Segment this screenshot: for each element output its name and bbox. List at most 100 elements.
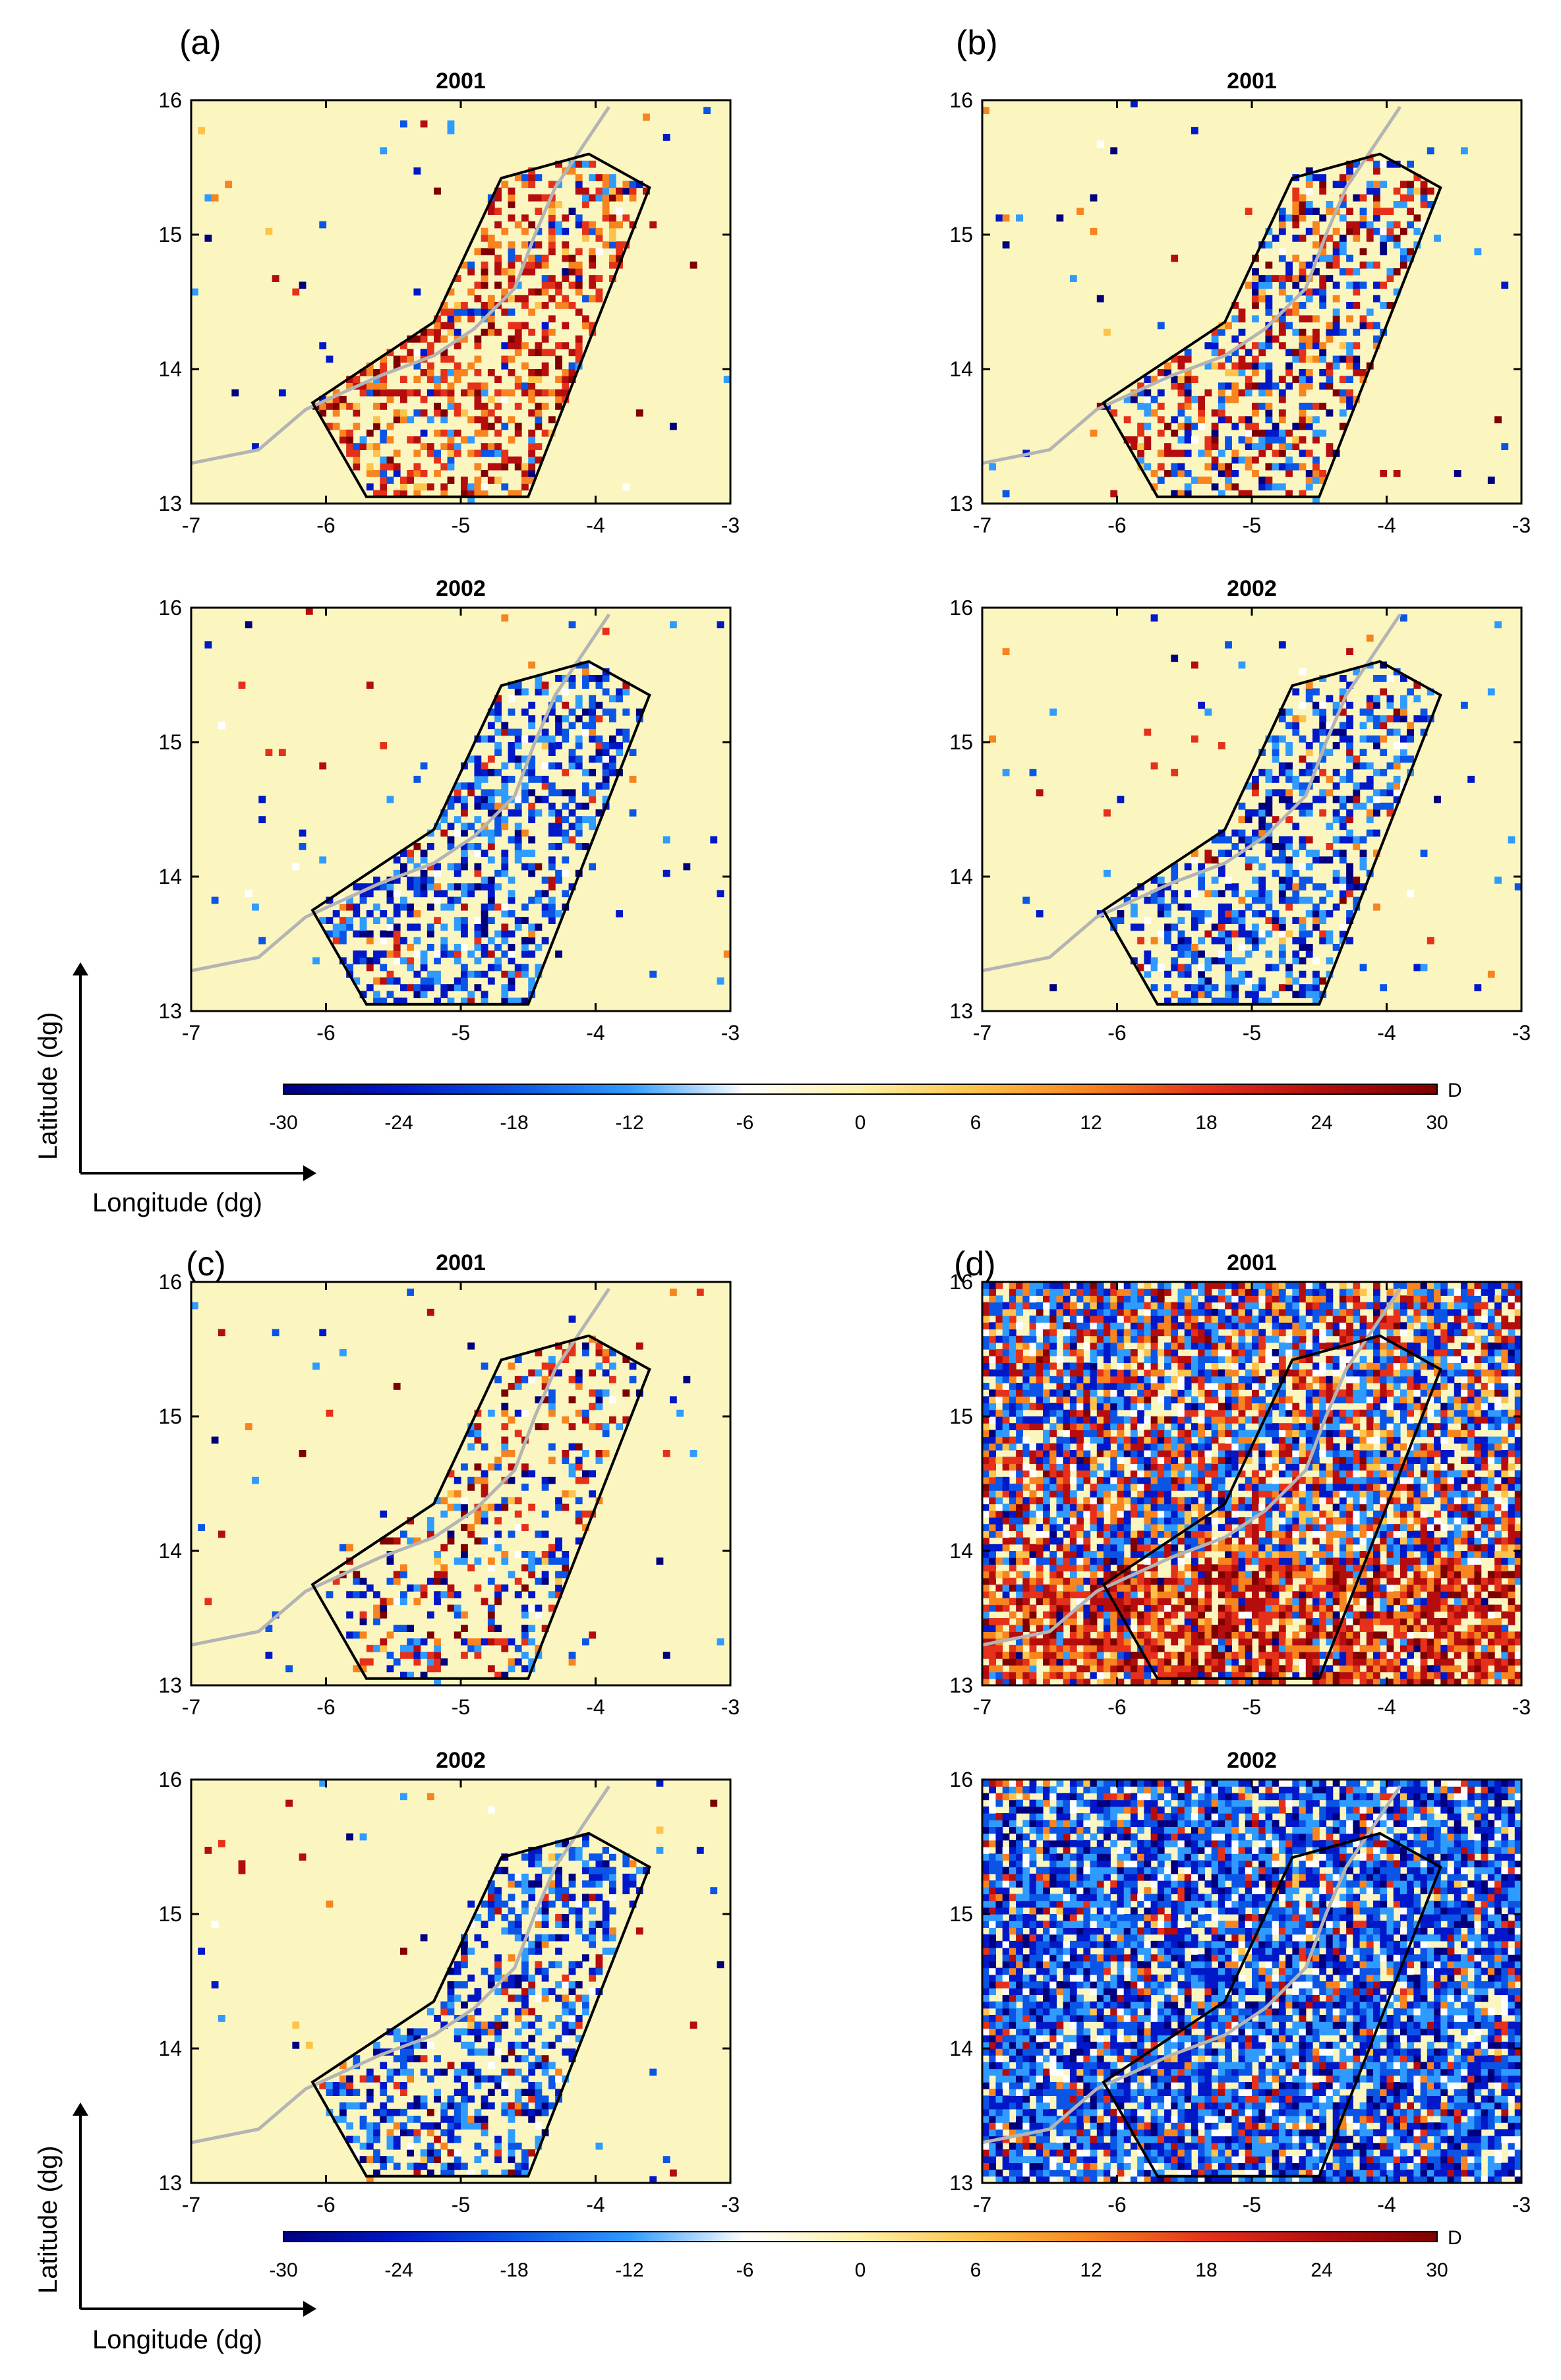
anomaly-cell [1339,389,1347,397]
anomaly-cell [1299,389,1307,397]
anomaly-cell [1056,1503,1064,1511]
anomaly-cell [420,470,428,477]
anomaly-cell [541,877,549,884]
anomaly-cell [1258,984,1266,991]
anomaly-cell [1204,1618,1212,1625]
anomaly-cell [1069,1557,1077,1565]
anomaly-cell [508,950,515,958]
anomaly-cell [1069,1644,1077,1652]
anomaly-cell [575,1510,583,1518]
anomaly-cell [541,328,549,336]
anomaly-cell [1029,1376,1037,1383]
anomaly-cell [1339,174,1347,181]
anomaly-cell [1373,227,1380,235]
anomaly-cell [1130,1430,1138,1437]
anomaly-cell [393,1571,401,1579]
anomaly-cell [1359,315,1367,323]
anomaly-cell [1016,1335,1023,1343]
anomaly-cell [1299,789,1307,797]
anomaly-cell [1312,850,1320,857]
anomaly-cell [427,369,434,376]
anomaly-cell [514,755,522,763]
anomaly-cell [1069,1376,1077,1383]
anomaly-cell [541,735,549,743]
anomaly-cell [481,248,488,256]
anomaly-cell [494,1598,502,1606]
anomaly-cell [1177,463,1185,471]
anomaly-cell [989,1302,997,1310]
anomaly-cell [514,403,522,410]
anomaly-cell [1177,1665,1185,1673]
anomaly-cell [1386,227,1394,235]
anomaly-cell [1353,328,1361,336]
anomaly-cell [1083,1457,1091,1464]
anomaly-cell [1177,1484,1185,1491]
anomaly-cell [514,422,522,430]
anomaly-cell [1130,1551,1138,1558]
anomaly-cell [1137,1537,1144,1545]
anomaly-cell [535,403,543,410]
anomaly-cell [1292,349,1300,357]
anomaly-cell [1090,1625,1098,1632]
anomaly-cell [1399,709,1407,716]
anomaly-cell [1110,1517,1118,1524]
anomaly-cell [1225,964,1232,972]
anomaly-cell [995,1678,1003,1685]
anomaly-cell [1002,490,1010,498]
anomaly-cell [1117,1335,1125,1343]
anomaly-cell [1278,883,1286,890]
anomaly-cell [326,1591,334,1598]
anomaly-cell [1090,1322,1098,1329]
anomaly-cell [1137,1497,1144,1505]
anomaly-cell [1454,470,1461,477]
x-tick-label: -6 [316,1021,335,1045]
anomaly-cell [1130,1289,1138,1296]
anomaly-cell [521,322,529,330]
anomaly-cell [508,749,515,756]
anomaly-cell [982,1510,989,1518]
anomaly-cell [434,450,441,457]
anomaly-cell [1319,796,1327,803]
anomaly-cell [1016,1517,1023,1524]
anomaly-cell [989,1396,997,1404]
anomaly-cell [548,208,556,215]
anomaly-cell [535,376,543,383]
anomaly-cell [555,829,562,837]
anomaly-cell [1399,181,1407,189]
anomaly-cell [1029,1356,1037,1363]
anomaly-cell [1211,1631,1219,1639]
anomaly-cell [982,1631,989,1639]
anomaly-cell [1049,1342,1057,1350]
anomaly-cell [1043,1544,1050,1552]
anomaly-cell [1346,742,1353,749]
anomaly-cell [508,1658,515,1666]
anomaly-cell [386,456,394,464]
anomaly-cell [1150,1289,1158,1296]
anomaly-cell [1393,235,1401,242]
inner-delta-polygon [1102,152,1442,498]
anomaly-cell [1245,977,1252,985]
anomaly-cell [1137,1618,1144,1625]
anomaly-cell [1137,1598,1144,1606]
anomaly-cell [1265,735,1273,743]
anomaly-cell [1380,248,1388,256]
anomaly-cell [467,890,475,898]
anomaly-cell [568,1443,576,1451]
anomaly-cell [1157,1584,1165,1592]
anomaly-cell [339,1349,347,1356]
anomaly-cell [589,1470,597,1478]
anomaly-cell [1150,1557,1158,1565]
anomaly-cell [1292,823,1300,830]
anomaly-cell [1177,917,1185,924]
anomaly-cell [393,1577,401,1585]
anomaly-cell [1144,1443,1152,1451]
anomaly-cell [541,288,549,296]
anomaly-cell [1238,456,1246,464]
anomaly-cell [1399,755,1407,763]
anomaly-cell [353,1571,361,1579]
anomaly-cell [528,1638,536,1646]
anomaly-cell [1144,1430,1152,1437]
anomaly-cell [1278,843,1286,850]
anomaly-cell [501,181,509,189]
anomaly-cell [1063,1484,1071,1491]
